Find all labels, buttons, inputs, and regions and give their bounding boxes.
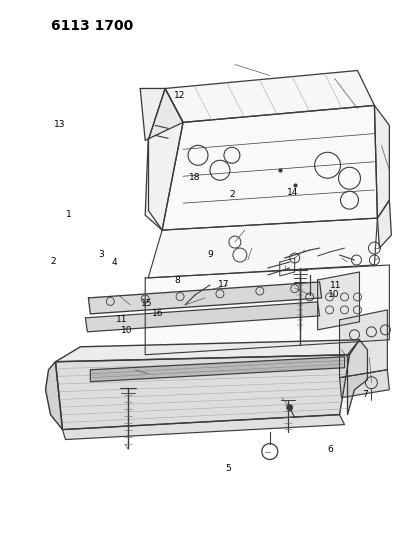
Text: 6113 1700: 6113 1700 [51, 19, 133, 33]
Text: 12: 12 [174, 91, 185, 100]
Polygon shape [162, 106, 377, 230]
Text: 9: 9 [207, 250, 213, 259]
Text: 8: 8 [175, 276, 180, 285]
Text: 1: 1 [66, 210, 72, 219]
Polygon shape [145, 265, 389, 355]
Text: 2: 2 [51, 257, 56, 265]
Text: 3: 3 [99, 250, 104, 259]
Polygon shape [165, 70, 375, 123]
Polygon shape [91, 357, 344, 382]
Polygon shape [55, 355, 350, 430]
Text: 4: 4 [112, 258, 118, 266]
Text: 18: 18 [189, 173, 201, 182]
Text: 7: 7 [362, 390, 368, 399]
Text: 10: 10 [328, 290, 340, 299]
Text: 15: 15 [141, 299, 153, 308]
Polygon shape [348, 340, 368, 415]
Text: 13: 13 [54, 119, 65, 128]
Text: 10: 10 [121, 326, 133, 335]
Polygon shape [339, 310, 387, 378]
Text: 17: 17 [218, 279, 229, 288]
Polygon shape [148, 218, 377, 278]
Polygon shape [377, 200, 391, 248]
Polygon shape [339, 370, 389, 398]
Text: 14: 14 [287, 188, 298, 197]
Polygon shape [375, 106, 389, 218]
Circle shape [287, 405, 293, 410]
Polygon shape [89, 282, 322, 314]
Polygon shape [55, 340, 359, 362]
Polygon shape [140, 88, 183, 140]
Polygon shape [62, 415, 344, 440]
Text: 6: 6 [327, 446, 333, 455]
Text: 2: 2 [230, 190, 235, 199]
Text: 16: 16 [151, 309, 163, 318]
Polygon shape [85, 302, 319, 332]
Polygon shape [317, 272, 359, 330]
Text: 11: 11 [116, 315, 128, 324]
Polygon shape [46, 362, 62, 430]
Polygon shape [145, 88, 183, 230]
Text: 5: 5 [226, 464, 231, 473]
Text: 11: 11 [330, 280, 342, 289]
